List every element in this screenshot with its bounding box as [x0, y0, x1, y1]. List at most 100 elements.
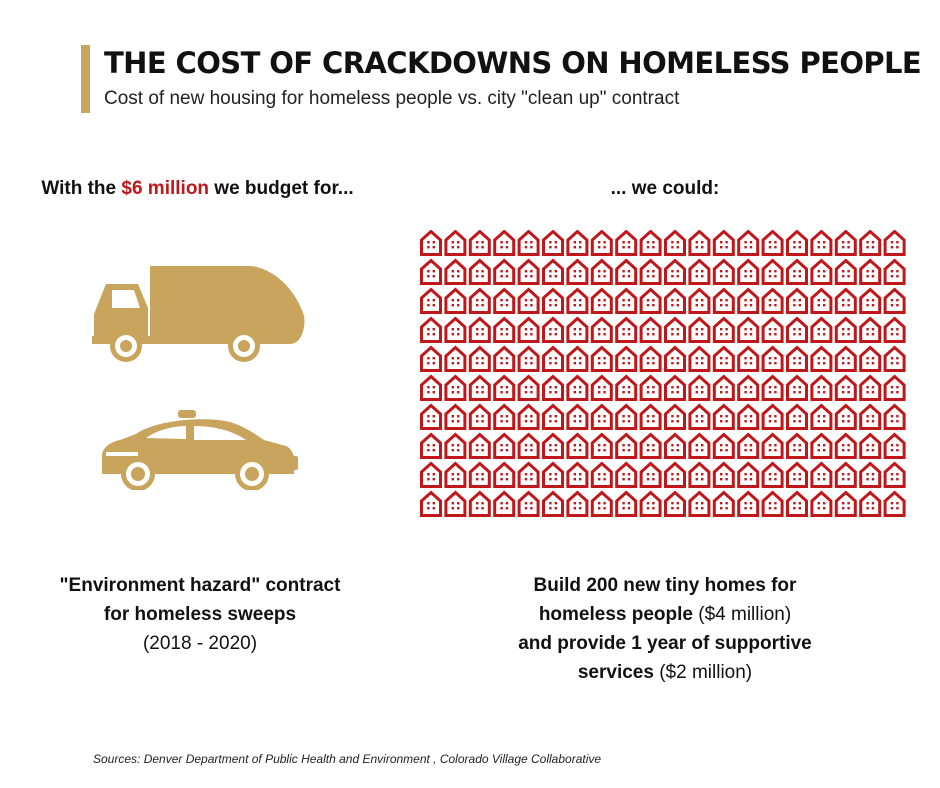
house-icon — [468, 230, 491, 256]
contract-years: (2018 - 2020) — [142, 633, 258, 654]
house-icon — [810, 230, 833, 256]
house-icon — [517, 374, 540, 401]
house-icon — [615, 345, 638, 372]
house-icon — [859, 374, 882, 401]
house-icon — [444, 258, 467, 285]
house-icon — [688, 490, 711, 517]
house-icon — [761, 345, 784, 372]
house-icon — [615, 287, 638, 314]
house-icon — [590, 345, 613, 372]
house-icon — [639, 374, 662, 401]
house-icon — [468, 258, 491, 285]
house-icon — [786, 316, 808, 343]
house-icon — [761, 490, 784, 517]
house-icon — [664, 316, 686, 343]
house-icon — [468, 345, 491, 372]
house-icon — [883, 374, 906, 401]
page-subtitle: Cost of new housing for homeless people … — [104, 88, 680, 109]
house-icon — [810, 432, 833, 459]
house-icon — [712, 287, 735, 314]
house-icon — [688, 316, 711, 343]
services-line-2: services ($2 million) — [577, 662, 753, 683]
house-icon — [590, 316, 613, 343]
house-icon — [712, 403, 735, 430]
house-icon — [786, 345, 808, 372]
house-icon — [517, 345, 540, 372]
house-icon — [859, 287, 882, 314]
house-icon — [566, 230, 589, 256]
house-icon — [468, 461, 491, 488]
house-icon — [639, 230, 662, 256]
house-icon — [517, 287, 540, 314]
house-icon — [542, 230, 564, 256]
house-icon — [688, 461, 711, 488]
house-icon — [688, 374, 711, 401]
house-icon — [517, 403, 540, 430]
house-icon — [859, 258, 882, 285]
house-icon — [664, 374, 686, 401]
left-caption: "Environment hazard" contract for homele… — [0, 571, 400, 658]
house-icon — [468, 403, 491, 430]
house-icon — [517, 316, 540, 343]
house-icon — [639, 258, 662, 285]
house-icon — [639, 432, 662, 459]
title-accent-bar — [81, 45, 90, 113]
house-icon — [859, 403, 882, 430]
house-icon — [542, 432, 564, 459]
house-icon — [566, 316, 589, 343]
house-icon — [786, 287, 808, 314]
house-icon — [737, 345, 760, 372]
house-icon — [566, 258, 589, 285]
house-icon — [517, 432, 540, 459]
house-icon — [420, 230, 442, 256]
budget-amount: $6 million — [121, 178, 210, 199]
house-icon — [517, 230, 540, 256]
house-icon — [566, 374, 589, 401]
homes-line-1: Build 200 new tiny homes for — [533, 575, 797, 596]
house-icon — [566, 490, 589, 517]
house-icon — [664, 432, 686, 459]
house-icon — [420, 287, 442, 314]
house-icon — [810, 316, 833, 343]
house-icon — [834, 490, 857, 517]
house-icon — [590, 490, 613, 517]
house-icon — [542, 316, 564, 343]
house-icon — [737, 230, 760, 256]
house-icon — [420, 490, 442, 517]
house-icon — [639, 403, 662, 430]
sources-note: Sources: Denver Department of Public Hea… — [93, 752, 602, 766]
house-icon — [737, 403, 760, 430]
house-icon — [712, 461, 735, 488]
house-icon — [834, 461, 857, 488]
house-icon — [810, 258, 833, 285]
house-icon — [761, 432, 784, 459]
house-icon — [712, 230, 735, 256]
car-icon — [102, 410, 298, 490]
house-icon — [542, 287, 564, 314]
house-icon — [566, 345, 589, 372]
house-icon — [444, 230, 467, 256]
house-icon — [859, 461, 882, 488]
house-icon — [737, 258, 760, 285]
house-icon — [517, 258, 540, 285]
house-icon — [639, 316, 662, 343]
house-icon — [712, 316, 735, 343]
house-icon — [542, 374, 564, 401]
house-icon — [810, 490, 833, 517]
house-icon — [542, 461, 564, 488]
house-icon — [420, 403, 442, 430]
house-icon — [883, 287, 906, 314]
house-icon — [590, 432, 613, 459]
house-icon — [810, 374, 833, 401]
house-icon — [737, 432, 760, 459]
tiny-homes-grid — [420, 230, 906, 517]
house-icon — [615, 461, 638, 488]
house-icon — [737, 461, 760, 488]
house-icon — [664, 461, 686, 488]
house-icon — [688, 258, 711, 285]
house-icon — [493, 345, 516, 372]
house-icon — [883, 316, 906, 343]
house-icon — [737, 316, 760, 343]
house-icon — [566, 403, 589, 430]
contract-name: "Environment hazard" contract — [59, 575, 341, 596]
